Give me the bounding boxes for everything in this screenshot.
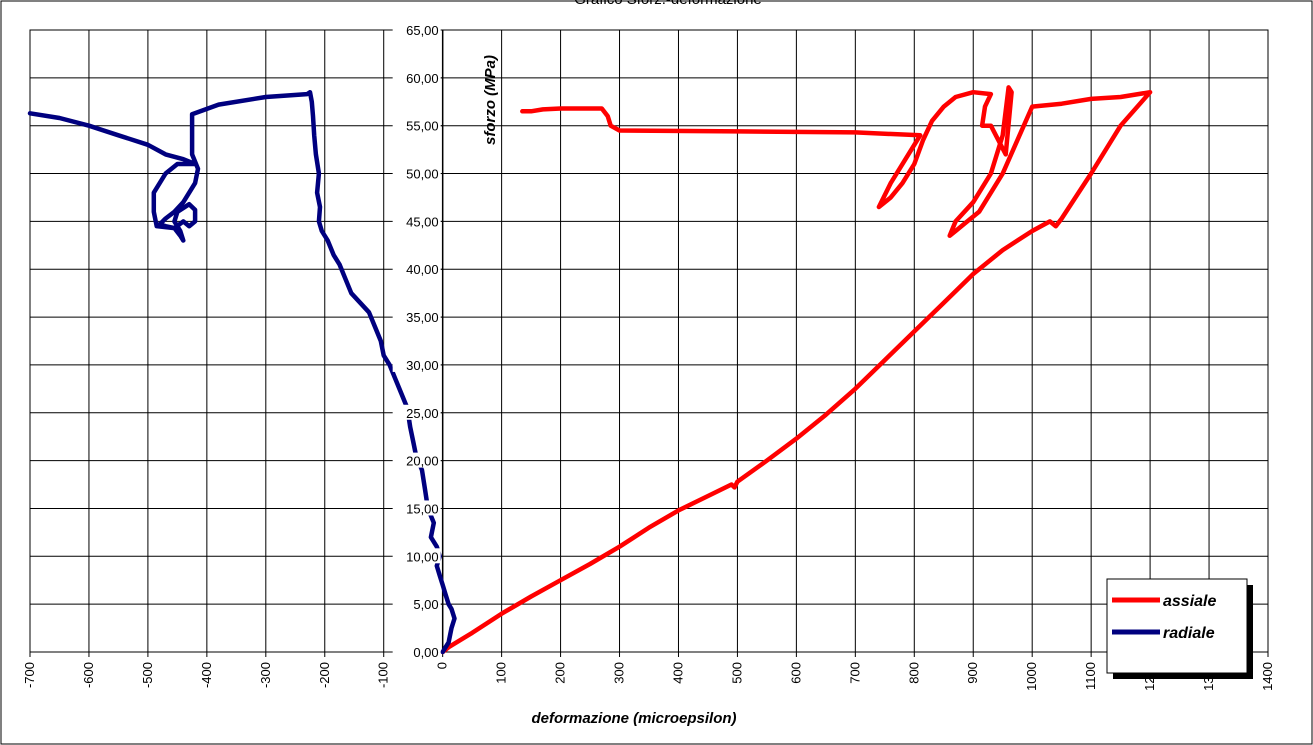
x-tick-label: 1400 [1260,662,1275,691]
x-tick-label: 400 [670,662,685,684]
y-tick-label: 35,00 [406,310,439,325]
series-line-radiale [27,89,457,655]
y-tick-label-bg [392,261,441,277]
y-tick-label: 20,00 [406,454,439,469]
y-tick-label: 65,00 [406,23,439,38]
x-tick-label: 200 [553,662,568,684]
legend-label-assiale: assiale [1163,593,1216,610]
x-tick-label: 900 [965,662,980,684]
y-tick-label: 30,00 [406,358,439,373]
legend: assiale radiale [1106,578,1253,679]
y-tick-label: 55,00 [406,119,439,134]
y-tick-label-bg [392,596,441,612]
legend-label-radiale: radiale [1163,625,1215,642]
y-tick-label: 5,00 [413,597,438,612]
grid-layer [29,29,1269,657]
x-tick-label: -500 [140,662,155,688]
series-line-assiale [440,85,1153,655]
x-tick-label: 300 [612,662,627,684]
y-tick-label: 10,00 [406,549,439,564]
x-tick-label: -400 [199,662,214,688]
x-tick-label: 0 [435,662,450,669]
y-tick-label-bg [392,404,441,420]
y-tick-label-bg [392,165,441,181]
x-axis-title: deformazione (microepsilon) [531,710,736,727]
x-tick-label: -100 [376,662,391,688]
y-tick-label: 0,00 [413,645,438,660]
legend-box [1106,578,1248,674]
x-tick-label: 1000 [1024,662,1039,691]
y-tick-label: 60,00 [406,71,439,86]
x-tick-label: 600 [788,662,803,684]
x-tick-label: 1100 [1083,662,1098,690]
y-tick-label-bg [392,69,441,85]
y-tick-layer: 0,00 5,00 10,00 15,00 20,00 25,00 30,00 35,00 40… [392,22,441,660]
x-tick-label: -700 [22,662,37,688]
y-tick-label: 40,00 [406,262,439,277]
y-tick-label-bg [392,452,441,468]
x-tick-label: 800 [906,662,921,684]
y-tick-label-bg [392,213,441,229]
y-tick-label: 50,00 [406,167,439,182]
series-layer [27,85,1153,655]
y-tick-label-bg [392,356,441,372]
x-tick-label: -300 [258,662,273,688]
y-tick-label: 25,00 [406,406,439,421]
y-tick-label: 45,00 [406,214,439,229]
y-tick-label-bg [392,309,441,325]
x-tick-label: 500 [729,662,744,684]
x-tick-label: 100 [494,662,509,684]
y-tick-label-bg [392,500,441,516]
plot-area-border [29,29,1269,653]
x-tick-label: -200 [317,662,332,688]
x-tick-label: 700 [847,662,862,684]
x-tick-label: -600 [81,662,96,688]
y-tick-label-bg [392,22,441,37]
y-tick-label-bg [392,548,441,564]
y-tick-label-bg [392,644,441,659]
y-tick-label: 15,00 [406,501,439,516]
x-tick-layer: -700 -600 -500 -400 -300 -200 -100 0 100 200 300 40… [22,662,1275,691]
chart-title: Grafico Sforz.-deformazione [574,0,762,8]
y-axis-title: sforzo (MPa) [482,55,499,145]
y-tick-label-bg [392,117,441,133]
